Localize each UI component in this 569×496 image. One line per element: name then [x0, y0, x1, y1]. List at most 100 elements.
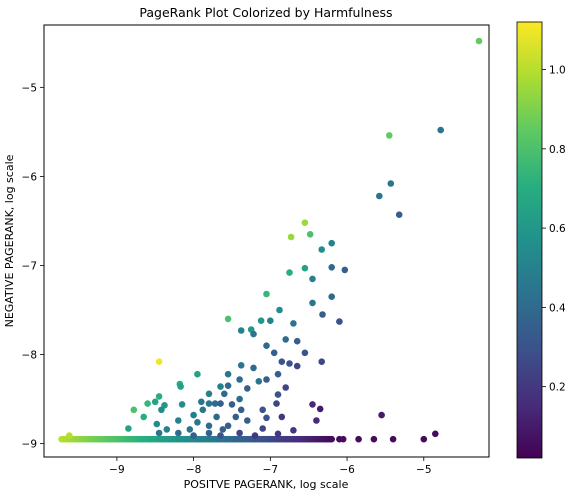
data-point [355, 435, 362, 443]
data-point [293, 362, 301, 370]
data-point [309, 401, 316, 408]
data-point [205, 390, 213, 398]
data-point [437, 126, 445, 134]
colorbar: 0.2 0.4 0.6 0.8 1.0 [516, 21, 566, 459]
data-point [370, 435, 378, 443]
data-point [186, 426, 194, 433]
data-point [66, 432, 73, 439]
data-point [263, 290, 270, 298]
data-point [155, 429, 163, 437]
data-point [267, 317, 274, 325]
data-point [190, 432, 197, 439]
data-point [287, 233, 295, 241]
data-point [211, 400, 219, 407]
data-point [286, 269, 293, 276]
data-point [205, 422, 213, 430]
data-point [293, 337, 301, 345]
colorbar-tick-label: 1.0 [549, 65, 566, 77]
data-point [224, 382, 232, 390]
data-point [341, 266, 349, 274]
colorbar-gradient [516, 21, 543, 459]
data-point [244, 385, 251, 392]
data-point [199, 406, 207, 414]
data-point [198, 398, 205, 406]
data-point [221, 390, 228, 398]
data-point [217, 400, 224, 407]
data-point [319, 311, 326, 318]
data-point [224, 315, 232, 323]
plot-frame [43, 24, 490, 458]
data-point [237, 406, 245, 414]
data-point [395, 211, 403, 218]
data-point [387, 180, 395, 187]
data-point [278, 358, 286, 366]
data-point [301, 264, 309, 272]
data-point [259, 425, 267, 432]
chart-title: PageRank Plot Colorized by Harmfulness [139, 5, 392, 20]
data-point [250, 364, 257, 372]
colorbar-tick-label: 0.8 [549, 144, 566, 156]
x-tick-label: −7 [263, 464, 278, 476]
data-point [244, 417, 251, 424]
y-tick-label: −6 [22, 171, 38, 183]
data-point [177, 383, 184, 390]
y-tick-label: −8 [22, 350, 37, 362]
data-point [155, 393, 163, 400]
x-tick-label: −6 [339, 464, 355, 476]
data-point [217, 432, 224, 439]
data-point [130, 406, 138, 414]
data-point [224, 370, 232, 378]
data-point [250, 330, 257, 338]
data-point [328, 435, 336, 443]
data-point [420, 435, 428, 443]
y-axis-label: NEGATIVE PAGERANK, log scale [3, 154, 16, 327]
x-axis-ticks: −9 −8 −7 −6 −5 [109, 457, 432, 476]
data-point [140, 413, 147, 421]
data-point [376, 192, 383, 200]
data-point [236, 376, 243, 383]
data-point [290, 320, 297, 327]
data-point [257, 317, 265, 325]
data-point [263, 376, 270, 383]
data-point [217, 383, 224, 390]
data-point [301, 349, 309, 357]
data-point [286, 360, 293, 367]
data-point [194, 370, 201, 378]
data-point [255, 378, 263, 385]
y-tick-label: −7 [22, 260, 37, 272]
data-point [153, 420, 161, 428]
data-point [232, 413, 240, 421]
colorbar-ticks: 0.2 0.4 0.6 0.8 1.0 [542, 65, 566, 394]
data-point [219, 426, 227, 433]
data-point [339, 435, 347, 443]
data-point [336, 318, 343, 325]
data-point [301, 219, 309, 226]
data-point [378, 411, 385, 419]
data-point [251, 432, 259, 439]
data-point [313, 417, 320, 424]
data-point [290, 427, 297, 434]
data-point [194, 419, 201, 426]
data-point [190, 411, 197, 419]
plot-area: −9 −8 −7 −6 −5 −9 −8 −7 −6 −5 [22, 24, 490, 476]
data-point [151, 398, 159, 406]
data-point [237, 327, 245, 334]
data-point [175, 429, 182, 437]
data-point [274, 430, 282, 438]
data-point [263, 342, 270, 350]
data-point [274, 391, 282, 398]
x-tick-label: −9 [109, 464, 124, 476]
data-point [175, 417, 182, 424]
data-point [270, 349, 278, 357]
data-point [328, 293, 336, 301]
data-point [318, 358, 326, 366]
data-point [306, 231, 314, 238]
data-point [155, 358, 163, 366]
colorbar-tick-label: 0.2 [549, 382, 566, 394]
data-point [125, 425, 132, 432]
data-point [309, 275, 316, 283]
colorbar-tick-label: 0.4 [549, 302, 566, 314]
data-point [163, 426, 171, 433]
